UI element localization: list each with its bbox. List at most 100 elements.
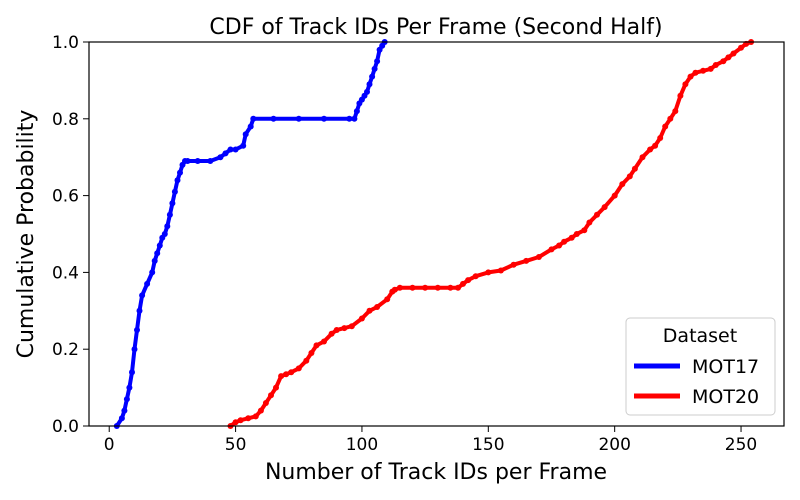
data-point-mot20 (321, 338, 327, 345)
data-point-mot20 (561, 238, 568, 245)
x-tick-label: 100 (346, 435, 378, 455)
data-point-mot20 (581, 227, 588, 234)
data-point-mot20 (523, 257, 530, 264)
data-point-mot17 (295, 115, 302, 122)
x-tick-label: 200 (598, 435, 630, 455)
data-point-mot20 (237, 417, 244, 424)
data-point-mot17 (240, 142, 247, 149)
data-point-mot20 (497, 267, 504, 274)
y-tick-label: 0.0 (52, 417, 79, 437)
legend-box (625, 317, 776, 416)
data-point-mot20 (535, 254, 542, 260)
data-point-mot20 (586, 219, 593, 226)
data-point-mot17 (174, 177, 181, 184)
data-point-mot20 (422, 284, 429, 291)
data-point-mot20 (601, 204, 608, 211)
data-point-mot20 (626, 173, 633, 180)
data-point-mot17 (247, 123, 254, 130)
data-point-mot20 (700, 67, 707, 74)
data-point-mot20 (288, 369, 295, 376)
chart-title: CDF of Track IDs Per Frame (Second Half) (209, 15, 662, 40)
data-point-mot20 (725, 54, 732, 61)
data-point-mot17 (149, 269, 156, 276)
data-point-mot17 (194, 158, 201, 164)
data-point-mot17 (129, 369, 135, 376)
x-tick-label: 0 (104, 435, 115, 455)
data-point-mot17 (250, 115, 257, 122)
data-point-mot17 (123, 396, 130, 403)
legend-label-mot20: MOT20 (692, 386, 759, 408)
plot-series (113, 39, 755, 429)
series-line-mot17 (114, 40, 387, 428)
series-mot17 (113, 39, 388, 429)
data-point-mot20 (687, 73, 694, 80)
data-point-mot17 (227, 146, 234, 153)
x-tick-label: 250 (725, 435, 757, 455)
data-point-mot20 (447, 284, 454, 291)
data-point-mot20 (358, 315, 365, 322)
data-point-mot17 (136, 307, 143, 314)
data-point-mot20 (245, 415, 252, 422)
data-point-mot20 (677, 92, 684, 99)
data-point-mot20 (455, 284, 461, 291)
x-axis-ticks: 0 50 100 150 200 250 (104, 426, 757, 455)
data-point-mot20 (384, 296, 391, 303)
data-point-mot20 (341, 325, 348, 332)
data-point-mot20 (328, 330, 335, 337)
data-point-mot17 (232, 146, 239, 153)
data-point-mot20 (409, 284, 416, 291)
data-point-mot20 (295, 365, 302, 372)
data-point-mot20 (657, 135, 664, 141)
data-point-mot20 (682, 81, 689, 88)
data-point-mot20 (460, 280, 466, 287)
data-point-mot17 (156, 242, 163, 249)
y-axis-ticks: 0.0 0.2 0.4 0.6 0.8 1.0 (52, 33, 89, 437)
x-tick-label: 150 (472, 435, 504, 455)
data-point-mot17 (346, 115, 353, 122)
data-point-mot17 (126, 384, 133, 391)
y-tick-label: 0.8 (52, 110, 79, 130)
data-point-mot20 (639, 154, 646, 161)
legend-label-mot17: MOT17 (692, 356, 759, 378)
data-point-mot17 (169, 200, 176, 207)
data-point-mot17 (321, 115, 327, 122)
data-point-mot17 (353, 108, 360, 115)
data-point-mot17 (161, 231, 168, 237)
data-point-mot17 (242, 131, 249, 138)
y-tick-label: 1.0 (52, 33, 79, 53)
data-point-mot17 (134, 327, 140, 333)
data-point-mot17 (118, 415, 125, 422)
data-point-mot17 (351, 115, 358, 122)
data-point-mot20 (257, 407, 264, 414)
data-point-mot20 (548, 246, 555, 253)
data-point-mot17 (184, 158, 191, 164)
y-tick-label: 0.2 (52, 340, 79, 360)
data-point-mot20 (366, 307, 373, 314)
data-point-mot17 (369, 73, 376, 80)
x-tick-label: 50 (225, 435, 247, 455)
data-point-mot20 (252, 413, 259, 420)
data-point-mot20 (738, 44, 744, 51)
data-point-mot20 (283, 371, 290, 378)
data-point-mot17 (166, 211, 173, 218)
legend-title: Dataset (663, 325, 737, 347)
data-point-mot20 (268, 392, 274, 399)
data-point-mot20 (278, 373, 285, 380)
data-point-mot17 (164, 223, 171, 230)
y-tick-label: 0.6 (52, 187, 79, 207)
data-point-mot20 (374, 304, 381, 310)
data-point-mot20 (611, 192, 618, 199)
data-point-mot20 (594, 211, 600, 218)
data-point-mot20 (510, 261, 517, 268)
plot-frame (88, 41, 785, 427)
data-point-mot20 (465, 277, 472, 284)
data-point-mot20 (348, 323, 355, 330)
data-point-mot17 (371, 65, 378, 72)
data-point-mot20 (672, 108, 679, 115)
data-point-mot20 (472, 273, 479, 280)
data-point-mot17 (171, 188, 178, 195)
data-point-mot20 (652, 142, 659, 149)
data-point-mot17 (121, 407, 128, 414)
data-point-mot20 (573, 231, 580, 237)
data-point-mot20 (434, 284, 441, 291)
